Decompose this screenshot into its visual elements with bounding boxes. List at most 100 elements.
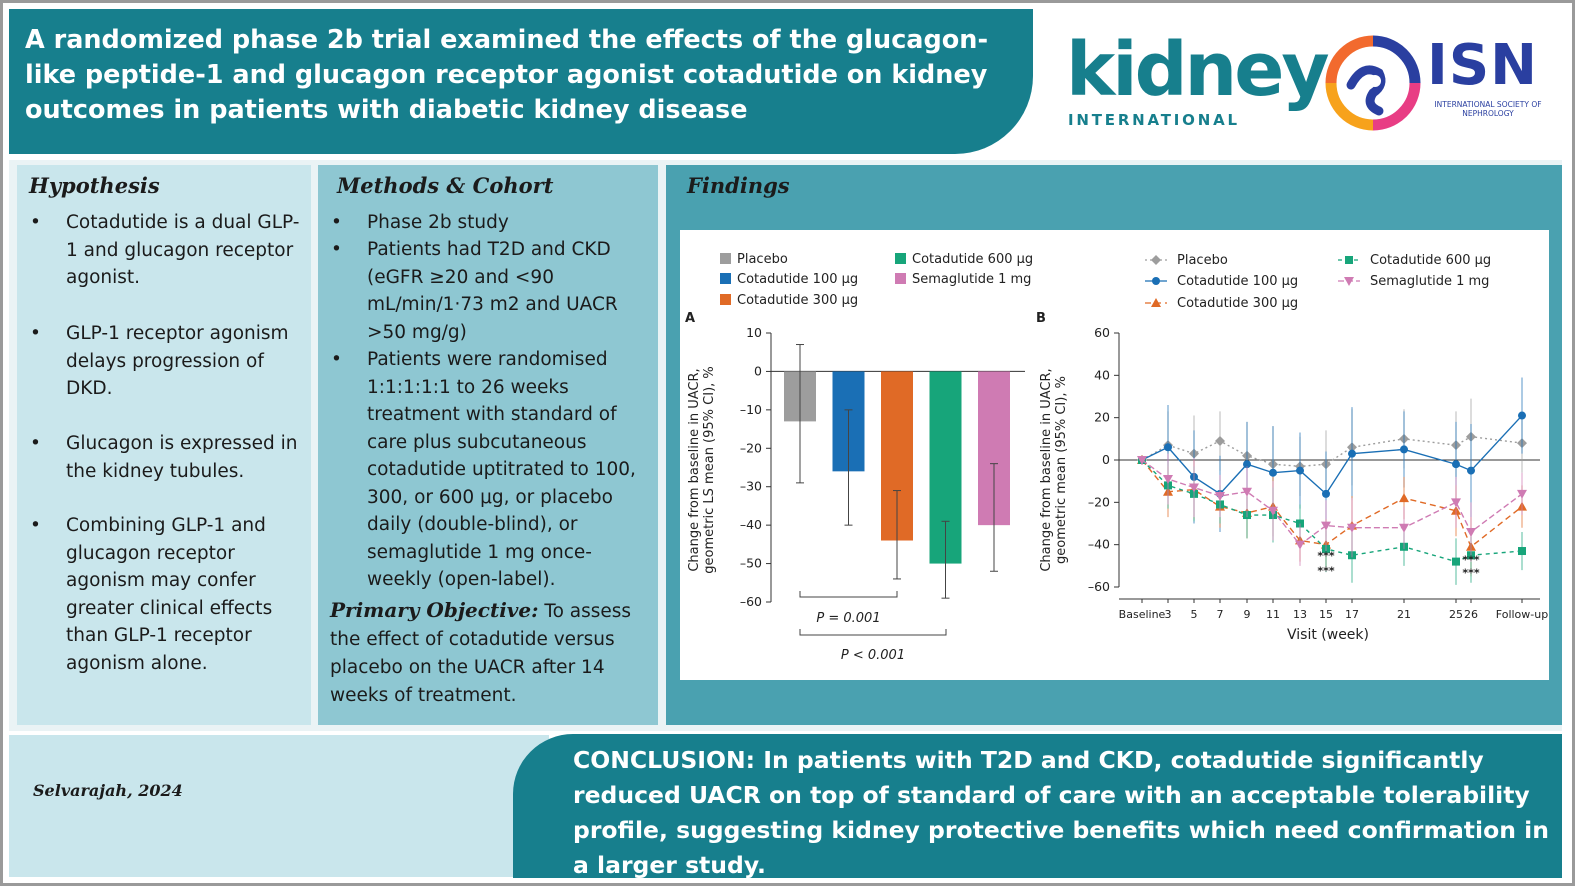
primary-objective: Primary Objective: To assess the effect …: [330, 596, 650, 710]
hypothesis-bullet: • Cotadutide is a dual GLP-1 and glucagon…: [30, 212, 300, 288]
x-tick-label: 13: [1293, 608, 1307, 621]
data-point: [1467, 466, 1475, 475]
header-banner: A randomized phase 2b trial examined the…: [9, 9, 1033, 154]
data-point: [1451, 498, 1461, 508]
data-point: [1348, 449, 1356, 458]
legend-swatch: [720, 294, 731, 305]
data-point: [1269, 468, 1277, 477]
x-tick-label: 21: [1397, 608, 1411, 621]
methods-panel: [318, 165, 658, 725]
data-point: [1452, 460, 1460, 469]
international-logo-text: INTERNATIONAL: [1068, 111, 1240, 129]
legend-marker: [1151, 298, 1161, 307]
isn-full-name: INTERNATIONAL SOCIETY OF NEPHROLOGY: [1434, 100, 1542, 118]
methods-bullet: • Patients had T2D and CKD (eGFR ≥20 and …: [331, 239, 618, 343]
hypothesis-bullet: • Combining GLP-1 and glucagon receptor a…: [30, 515, 273, 674]
x-tick-label: 5: [1191, 608, 1198, 621]
footer-citation-panel: [9, 735, 549, 877]
findings-title: Findings: [687, 173, 790, 198]
p-value-label: P = 0.001: [816, 611, 880, 626]
significance-marker: ***: [1462, 566, 1480, 579]
y-tick-label: –20: [740, 440, 762, 455]
significance-marker: ***: [1317, 549, 1335, 562]
data-point: [1268, 506, 1278, 516]
legend-label: Placebo: [1177, 253, 1228, 268]
data-point: [1137, 456, 1147, 465]
methods-title: Methods & Cohort: [337, 173, 554, 198]
y-tick-label: –40: [1088, 537, 1110, 552]
legend-marker: [1151, 255, 1161, 265]
data-point: [1163, 475, 1173, 485]
legend-marker: [1344, 277, 1354, 286]
hypothesis-title: Hypothesis: [29, 173, 160, 198]
y-axis-title: Change from baseline in UACR,geometric m…: [1039, 368, 1069, 571]
x-tick-label: 11: [1266, 608, 1280, 621]
data-point: [1215, 435, 1225, 446]
panel-label: B: [1036, 311, 1046, 326]
data-point: [1399, 523, 1409, 533]
header-title: A randomized phase 2b trial examined the…: [25, 25, 989, 125]
legend-label: Cotadutide 300 μg: [1177, 296, 1298, 311]
legend-swatch: [720, 253, 731, 264]
y-tick-label: –40: [740, 517, 762, 532]
hypothesis-bullet: • GLP-1 receptor agonism delays progressi…: [30, 323, 289, 399]
series-line: [1141, 459, 1523, 548]
methods-bullet: • Phase 2b study: [331, 212, 509, 233]
data-point: [1322, 489, 1330, 498]
significance-bracket: [799, 629, 947, 636]
y-tick-label: –20: [1088, 494, 1110, 509]
hypothesis-panel: [17, 165, 311, 725]
findings-charts: Placebo Cotadutide 100 μg Cotadutide 300 μ…: [685, 252, 1548, 663]
legend-label: Semaglutide 1 mg: [1370, 274, 1489, 289]
legend-label: Cotadutide 100 μg: [737, 272, 858, 287]
y-tick-label: 60: [1094, 325, 1110, 340]
data-point: [1189, 483, 1199, 493]
data-point: [1164, 443, 1172, 452]
significance-bracket: [799, 591, 898, 598]
isn-emblem-icon: [1325, 35, 1421, 131]
x-axis-title: Visit (week): [1287, 627, 1369, 643]
series-line: [1141, 435, 1523, 468]
legend-label: Cotadutide 300 μg: [737, 293, 858, 308]
legend-label: Cotadutide 600 μg: [912, 252, 1033, 267]
legend-label: Semaglutide 1 mg: [912, 272, 1031, 287]
data-point: [1243, 460, 1251, 469]
x-tick-label: 15: [1319, 608, 1333, 621]
kidney-logo-text: kidney: [1066, 27, 1330, 113]
x-tick-label: 3: [1165, 608, 1172, 621]
methods-bullet: • Patients were randomised 1:1:1:1:1 to 2…: [331, 349, 636, 590]
isn-logo-text: ISN: [1427, 33, 1539, 98]
data-point: [1347, 523, 1357, 533]
x-tick-label: 25: [1449, 608, 1463, 621]
y-tick-label: 10: [746, 325, 762, 340]
legend-swatch: [895, 253, 906, 264]
x-tick-label: Follow-up: [1496, 608, 1548, 621]
data-point: [1452, 557, 1460, 566]
panel-b-line-chart: B Placebo Cotadutide 100 μg Cotadutide 300 …: [1036, 253, 1548, 643]
series-line: [1141, 459, 1523, 563]
y-tick-label: –60: [740, 594, 762, 609]
conclusion-panel: [513, 734, 1562, 878]
data-point: [1517, 489, 1527, 499]
panel-a-bar-chart: Placebo Cotadutide 100 μg Cotadutide 300 μ…: [685, 252, 1033, 663]
data-point: [1400, 445, 1408, 454]
conclusion-text: CONCLUSION: In patients with T2D and CKD…: [573, 746, 1549, 879]
data-point: [1518, 411, 1526, 420]
data-point: [1215, 491, 1225, 501]
y-tick-label: 20: [1094, 410, 1110, 425]
legend-swatch: [720, 273, 731, 284]
y-tick-label: –60: [1088, 579, 1110, 594]
kidney-international-logo: kidney INTERNATIONAL: [1066, 27, 1330, 131]
primary-objective-label: Primary Objective:: [330, 598, 539, 622]
x-tick-label: 7: [1217, 608, 1224, 621]
data-point: [1321, 521, 1331, 531]
y-tick-label: 40: [1094, 367, 1110, 382]
hypothesis-bullet: • Glucagon is expressed in the kidney tub…: [30, 433, 298, 482]
legend-label: Cotadutide 100 μg: [1177, 274, 1298, 289]
p-value-label: P < 0.001: [841, 648, 905, 663]
x-tick-label: Baseline: [1119, 608, 1166, 621]
primary-objective-text: To assess the effect of cotadutide versu…: [330, 601, 632, 706]
significance-marker: ***: [1317, 564, 1335, 577]
findings-chart-area: Placebo Cotadutide 100 μg Cotadutide 300 μ…: [680, 230, 1549, 680]
data-point: [1296, 466, 1304, 475]
